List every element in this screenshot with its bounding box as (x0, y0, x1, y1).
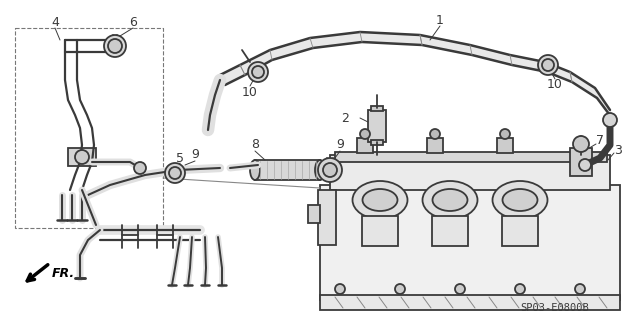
Bar (335, 152, 607, 162)
Circle shape (579, 159, 591, 171)
Bar (502, 216, 538, 246)
Bar (318, 190, 336, 245)
Ellipse shape (493, 181, 547, 219)
Ellipse shape (315, 160, 325, 180)
Text: 1: 1 (436, 13, 444, 26)
Ellipse shape (433, 189, 467, 211)
Bar (255, 160, 320, 180)
Circle shape (169, 167, 181, 179)
Text: 4: 4 (51, 16, 59, 28)
Bar (427, 138, 443, 153)
Circle shape (134, 162, 146, 174)
Circle shape (75, 150, 89, 164)
Circle shape (108, 39, 122, 53)
Text: 3: 3 (614, 144, 622, 157)
Text: FR.: FR. (52, 267, 75, 280)
Text: 6: 6 (129, 16, 137, 28)
Circle shape (538, 55, 558, 75)
Circle shape (248, 62, 268, 82)
Bar (320, 295, 620, 310)
Circle shape (515, 284, 525, 294)
Circle shape (500, 129, 510, 139)
Bar (15, 28, 163, 228)
Ellipse shape (422, 181, 477, 219)
Ellipse shape (250, 160, 260, 180)
Text: 9: 9 (336, 138, 344, 152)
Circle shape (318, 158, 342, 182)
Ellipse shape (353, 181, 408, 219)
Bar (308, 205, 320, 223)
Text: 10: 10 (242, 86, 258, 100)
Ellipse shape (502, 189, 538, 211)
Circle shape (455, 284, 465, 294)
Circle shape (104, 35, 126, 57)
Bar (68, 148, 96, 166)
Text: 9: 9 (191, 149, 199, 161)
Bar (497, 138, 513, 153)
Circle shape (335, 284, 345, 294)
Circle shape (252, 66, 264, 78)
Circle shape (430, 129, 440, 139)
Circle shape (575, 284, 585, 294)
Text: 8: 8 (251, 138, 259, 152)
Circle shape (573, 136, 589, 152)
Bar (330, 155, 610, 190)
Text: 10: 10 (547, 78, 563, 92)
Bar (371, 106, 383, 111)
Circle shape (360, 129, 370, 139)
Circle shape (165, 163, 185, 183)
Bar (362, 216, 398, 246)
Circle shape (323, 163, 337, 177)
Polygon shape (220, 32, 612, 118)
Bar (320, 185, 620, 300)
Text: 5: 5 (176, 152, 184, 165)
Circle shape (395, 284, 405, 294)
Bar (570, 148, 592, 176)
Text: SP03-E0800B: SP03-E0800B (520, 303, 589, 313)
Text: 7: 7 (596, 133, 604, 146)
Bar (368, 110, 386, 142)
Bar (357, 138, 373, 153)
Ellipse shape (362, 189, 397, 211)
Bar (432, 216, 468, 246)
Circle shape (603, 113, 617, 127)
Text: 2: 2 (341, 112, 349, 124)
Bar (371, 140, 383, 145)
Circle shape (542, 59, 554, 71)
